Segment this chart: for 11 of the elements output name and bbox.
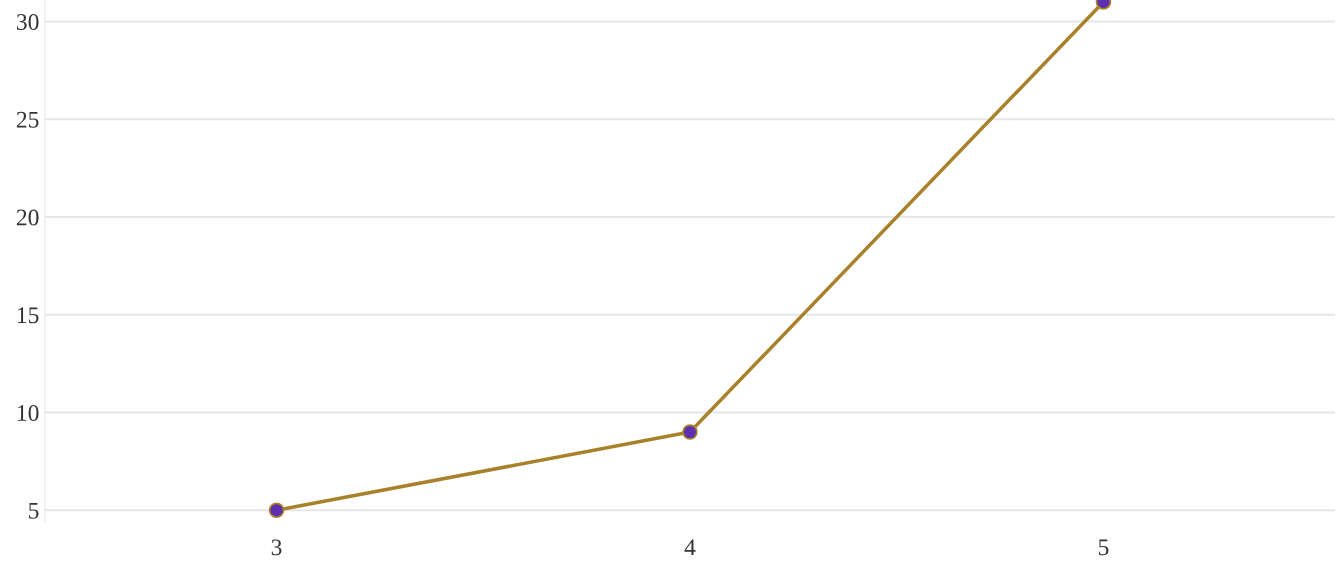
y-tick-label: 30 [16, 14, 39, 30]
x-tick-label: 3 [271, 539, 282, 556]
y-tick-label: 10 [17, 405, 39, 421]
y-tick-label: 20 [16, 209, 39, 226]
point [682, 424, 698, 440]
y-tick-label: 25 [16, 111, 39, 128]
y-tick-label: 15 [17, 307, 39, 324]
x-tick-label: 4 [684, 539, 696, 556]
point [268, 502, 285, 519]
x-tick-label: 5 [1098, 539, 1109, 556]
y-tick-label: 5 [29, 503, 39, 519]
